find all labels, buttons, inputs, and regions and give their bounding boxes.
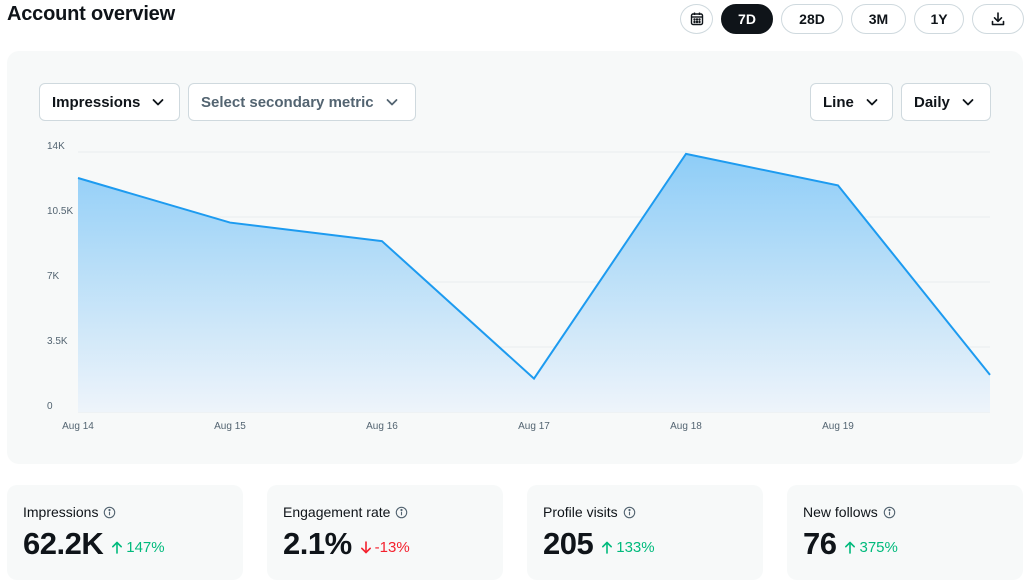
x-tick-label: Aug 19 bbox=[822, 421, 854, 432]
interval-dropdown[interactable]: Daily bbox=[901, 83, 991, 121]
chart-type-label: Line bbox=[823, 93, 854, 111]
stat-card-profile-visits: Profile visits 205 133% bbox=[527, 485, 763, 580]
y-tick-label: 10.5K bbox=[47, 206, 73, 217]
stat-label-row: New follows bbox=[803, 504, 1007, 520]
arrow-up-icon bbox=[112, 541, 123, 554]
y-tick-label: 14K bbox=[47, 141, 65, 152]
date-range-bar: 7D 28D 3M 1Y bbox=[680, 4, 1024, 34]
primary-metric-label: Impressions bbox=[52, 93, 141, 111]
x-tick-label: Aug 17 bbox=[518, 421, 550, 432]
date-picker-button[interactable] bbox=[680, 4, 713, 34]
chart-type-dropdown[interactable]: Line bbox=[810, 83, 893, 121]
stat-value: 2.1% bbox=[283, 526, 352, 561]
stat-value-row: 76 375% bbox=[803, 526, 1007, 562]
chevron-down-icon bbox=[386, 99, 397, 106]
stat-card-new-follows: New follows 76 375% bbox=[787, 485, 1023, 580]
stat-value-row: 2.1% -13% bbox=[283, 526, 487, 562]
stat-value-row: 62.2K 147% bbox=[23, 526, 227, 562]
info-icon[interactable] bbox=[623, 506, 636, 519]
info-icon[interactable] bbox=[883, 506, 896, 519]
chart-card: 0 3.5K 7K 10.5K 14K Aug 14 Aug 15 Aug 16 Aug 17 A… bbox=[7, 51, 1023, 464]
stat-change: 147% bbox=[111, 539, 165, 556]
stat-label: Impressions bbox=[23, 504, 99, 520]
info-icon[interactable] bbox=[395, 506, 408, 519]
stat-change-value: -13% bbox=[374, 539, 410, 556]
interval-label: Daily bbox=[914, 93, 950, 111]
range-1y-button[interactable]: 1Y bbox=[914, 4, 964, 34]
y-tick-label: 0 bbox=[47, 401, 53, 412]
stat-label: Profile visits bbox=[543, 504, 618, 520]
secondary-metric-placeholder: Select secondary metric bbox=[201, 93, 374, 111]
x-tick-label: Aug 16 bbox=[366, 421, 398, 432]
y-tick-label: 3.5K bbox=[47, 336, 68, 347]
chevron-down-icon bbox=[962, 99, 974, 106]
download-icon bbox=[991, 12, 1005, 26]
chevron-down-icon bbox=[866, 99, 878, 106]
stat-label: New follows bbox=[803, 504, 878, 520]
chevron-down-icon bbox=[152, 99, 164, 106]
stat-value-row: 205 133% bbox=[543, 526, 747, 562]
stat-change: -13% bbox=[360, 539, 410, 556]
stat-change-value: 375% bbox=[859, 539, 898, 556]
impressions-area bbox=[78, 153, 990, 412]
primary-metric-dropdown[interactable]: Impressions bbox=[39, 83, 180, 121]
stat-value: 76 bbox=[803, 526, 837, 561]
stat-card-impressions: Impressions 62.2K 147% bbox=[7, 485, 243, 580]
y-tick-label: 7K bbox=[47, 271, 60, 282]
stat-change: 133% bbox=[601, 539, 655, 556]
arrow-up-icon bbox=[602, 541, 613, 554]
info-icon[interactable] bbox=[103, 506, 116, 519]
stat-label-row: Profile visits bbox=[543, 504, 747, 520]
impressions-chart: 0 3.5K 7K 10.5K 14K Aug 14 Aug 15 Aug 16 Aug 17 A… bbox=[47, 141, 991, 432]
secondary-metric-dropdown[interactable]: Select secondary metric bbox=[188, 83, 416, 121]
stat-change-value: 147% bbox=[126, 539, 165, 556]
stat-change-value: 133% bbox=[616, 539, 655, 556]
arrow-down-icon bbox=[360, 541, 371, 554]
stat-card-engagement-rate: Engagement rate 2.1% -13% bbox=[267, 485, 503, 580]
calendar-icon bbox=[690, 12, 703, 26]
stat-label-row: Impressions bbox=[23, 504, 227, 520]
stat-label: Engagement rate bbox=[283, 504, 391, 520]
stat-change: 375% bbox=[844, 539, 898, 556]
impressions-line bbox=[77, 152, 991, 381]
stat-value: 205 bbox=[543, 526, 594, 561]
stat-label-row: Engagement rate bbox=[283, 504, 487, 520]
range-28d-button[interactable]: 28D bbox=[781, 4, 843, 34]
range-7d-button[interactable]: 7D bbox=[721, 4, 773, 34]
x-tick-label: Aug 15 bbox=[214, 421, 246, 432]
x-tick-label: Aug 14 bbox=[62, 421, 94, 432]
stat-value: 62.2K bbox=[23, 526, 104, 561]
range-3m-button[interactable]: 3M bbox=[851, 4, 906, 34]
download-button[interactable] bbox=[972, 4, 1024, 34]
page-title: Account overview bbox=[7, 3, 175, 25]
x-tick-label: Aug 18 bbox=[670, 421, 702, 432]
arrow-up-icon bbox=[845, 541, 856, 554]
